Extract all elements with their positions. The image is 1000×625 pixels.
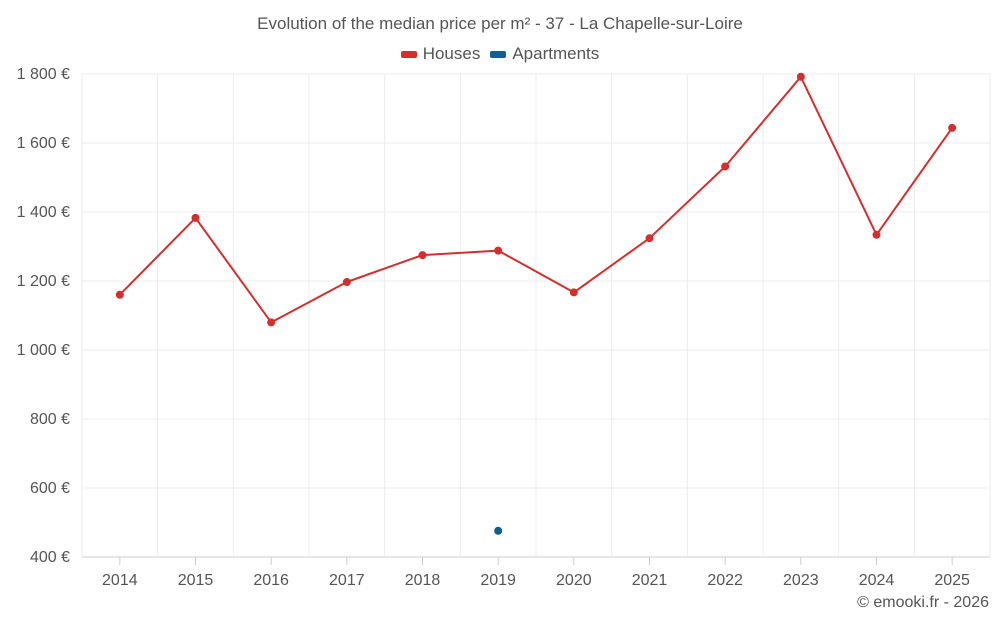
data-point-houses[interactable] (796, 72, 805, 81)
data-point-apartments[interactable] (494, 526, 503, 535)
x-tick-label: 2016 (253, 572, 289, 589)
data-point-houses[interactable] (569, 288, 578, 297)
x-tick-label: 2023 (783, 572, 819, 589)
x-tick-label: 2019 (480, 572, 516, 589)
x-tick-label: 2024 (859, 572, 895, 589)
y-tick-label: 1 600 € (17, 135, 70, 152)
series-line-houses (119, 75, 954, 324)
data-point-houses[interactable] (342, 278, 351, 287)
y-tick-label: 1 200 € (17, 273, 70, 290)
y-tick-label: 400 € (30, 549, 70, 566)
x-tick-label: 2025 (934, 572, 970, 589)
legend-swatch-houses (400, 50, 417, 58)
y-tick-label: 1 400 € (17, 204, 70, 221)
x-tick-label: 2018 (405, 572, 441, 589)
data-point-houses[interactable] (494, 246, 503, 255)
y-tick-label: 600 € (30, 480, 70, 497)
x-tick-label: 2021 (632, 572, 668, 589)
y-tick-label: 1 800 € (17, 66, 70, 83)
data-point-houses[interactable] (721, 162, 730, 171)
legend-item-apartments[interactable]: Apartments (490, 44, 599, 64)
x-tick-label: 2020 (556, 572, 592, 589)
x-tick-label: 2014 (102, 572, 138, 589)
data-point-houses[interactable] (872, 230, 881, 239)
chart-title: Evolution of the median price per m² - 3… (257, 14, 743, 33)
x-tick-label: 2017 (329, 572, 365, 589)
data-point-houses[interactable] (418, 251, 427, 260)
legend-label-apartments: Apartments (512, 44, 600, 63)
legend: Houses Apartments (0, 44, 1000, 64)
x-tick-label: 2022 (707, 572, 743, 589)
data-point-houses[interactable] (645, 234, 654, 243)
y-tick-label: 1 000 € (17, 342, 70, 359)
data-point-houses[interactable] (191, 213, 200, 222)
x-tick-label: 2015 (178, 572, 214, 589)
data-point-houses[interactable] (115, 290, 124, 299)
data-point-houses[interactable] (267, 318, 276, 327)
legend-label-houses: Houses (422, 44, 481, 63)
data-point-houses[interactable] (948, 123, 957, 132)
y-tick-label: 800 € (30, 411, 70, 428)
legend-item-houses[interactable]: Houses (400, 44, 481, 64)
copyright-credit: © emooki.fr - 2026 (857, 594, 989, 611)
legend-swatch-apartments (490, 50, 507, 58)
